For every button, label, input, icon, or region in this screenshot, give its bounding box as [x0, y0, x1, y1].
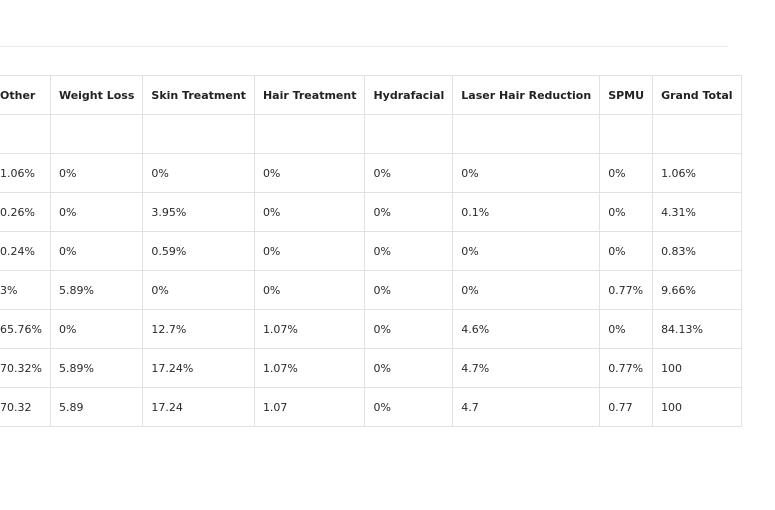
table-cell: 0% — [599, 153, 654, 193]
table-cell: 0% — [364, 192, 454, 232]
table-cell: 0% — [254, 270, 366, 310]
table-cell: 0% — [254, 231, 366, 271]
table-cell — [364, 114, 454, 154]
table-cell: 0.77% — [599, 270, 654, 310]
table-cell: 0% — [50, 153, 144, 193]
table-cell: 3% — [0, 270, 51, 310]
table-header-row: Other Weight Loss Skin Treatment Hair Treat… — [0, 76, 741, 115]
table-cell: 0.77 — [599, 387, 654, 426]
header-divider — [0, 46, 728, 47]
table-cell: 0% — [364, 387, 454, 426]
table-cell: 4.6% — [452, 309, 601, 349]
table-cell: 84.13% — [652, 309, 741, 349]
table-cell: 5.89 — [50, 387, 144, 426]
column-header: SPMU — [599, 76, 654, 115]
column-header: Other — [0, 76, 51, 115]
table-cell — [599, 114, 654, 154]
table-cell: 0% — [599, 192, 654, 232]
table-cell: 4.7 — [452, 387, 601, 426]
table-row: 0.24% 0% 0.59% 0% 0% 0% 0% 0.83% — [0, 231, 741, 271]
table-cell: 70.32 — [0, 387, 51, 426]
table-cell: 0.26% — [0, 192, 51, 232]
table-cell: 12.7% — [142, 309, 255, 349]
data-table: Other Weight Loss Skin Treatment Hair Treat… — [0, 75, 742, 427]
table-cell: 1.06% — [0, 153, 51, 193]
table-row: 70.32 5.89 17.24 1.07 0% 4.7 0.77 100 — [0, 387, 741, 426]
table-cell: 100 — [661, 400, 683, 414]
table-row: 0.26% 0% 3.95% 0% 0% 0.1% 0% 4.31% — [0, 192, 741, 232]
table-cell: 1.07 — [254, 387, 366, 426]
table-cell: 17.24% — [142, 348, 255, 388]
table-cell: 0% — [452, 231, 601, 271]
table-cell: 70.32% — [0, 348, 51, 388]
table-cell: 4.31% — [652, 192, 741, 232]
table-cell: 0% — [364, 348, 454, 388]
table-cell: 0% — [50, 192, 144, 232]
table-cell — [50, 114, 144, 154]
table-cell: 0.83% — [652, 231, 741, 271]
table-cell: 0% — [142, 270, 255, 310]
table-cell: 5.89% — [50, 348, 144, 388]
table-cell: 9.66% — [652, 270, 741, 310]
table-cell: 0% — [364, 231, 454, 271]
table-cell: 0.59% — [142, 231, 255, 271]
table-cell: 0% — [364, 270, 454, 310]
table-cell: 3.95% — [142, 192, 255, 232]
table-cell: 0.1% — [452, 192, 601, 232]
table-cell: 0.24% — [0, 231, 51, 271]
table-cell: 0% — [452, 270, 601, 310]
table-cell: 1.07% — [254, 309, 366, 349]
table-cell — [452, 114, 601, 154]
table-cell: 0% — [254, 192, 366, 232]
table-cell: 0% — [50, 309, 144, 349]
table-cell: 0% — [599, 231, 654, 271]
table-cell — [254, 114, 366, 154]
table-cell: 0% — [364, 153, 454, 193]
table-row: 3% 5.89% 0% 0% 0% 0% 0.77% 9.66% — [0, 270, 741, 310]
table-cell: 0.77% — [599, 348, 654, 388]
column-header: Skin Treatment — [142, 76, 255, 115]
column-header: Weight Loss — [50, 76, 144, 115]
table-cell: 1.06% — [652, 153, 741, 193]
table-cell: 0% — [599, 309, 654, 349]
table-cell: 0% — [452, 153, 601, 193]
table-cell: 0% — [142, 153, 255, 193]
table-cell: 65.76% — [0, 309, 51, 349]
table-cell: 4.7% — [452, 348, 601, 388]
column-header: Hydrafacial — [364, 76, 454, 115]
table-cell — [652, 114, 741, 154]
table-cell: 17.24 — [142, 387, 255, 426]
table-row: 70.32% 5.89% 17.24% 1.07% 0% 4.7% 0.77% 100 — [0, 348, 741, 388]
table-cell — [142, 114, 255, 154]
table-cell: 5.89% — [50, 270, 144, 310]
table-cell: 0% — [50, 231, 144, 271]
table-cell: 1.07% — [254, 348, 366, 388]
column-header: Laser Hair Reduction — [452, 76, 601, 115]
column-header: Grand Total — [652, 76, 741, 115]
table-cell — [0, 114, 51, 154]
table-cell: 100 — [652, 348, 741, 388]
table-row: 1.06% 0% 0% 0% 0% 0% 0% 1.06% — [0, 153, 741, 193]
table-cell: 0% — [254, 153, 366, 193]
table-cell: 0% — [364, 309, 454, 349]
column-header: Hair Treatment — [254, 76, 366, 115]
table-row: 65.76% 0% 12.7% 1.07% 0% 4.6% 0% 84.13% — [0, 309, 741, 349]
table-row — [0, 114, 741, 154]
